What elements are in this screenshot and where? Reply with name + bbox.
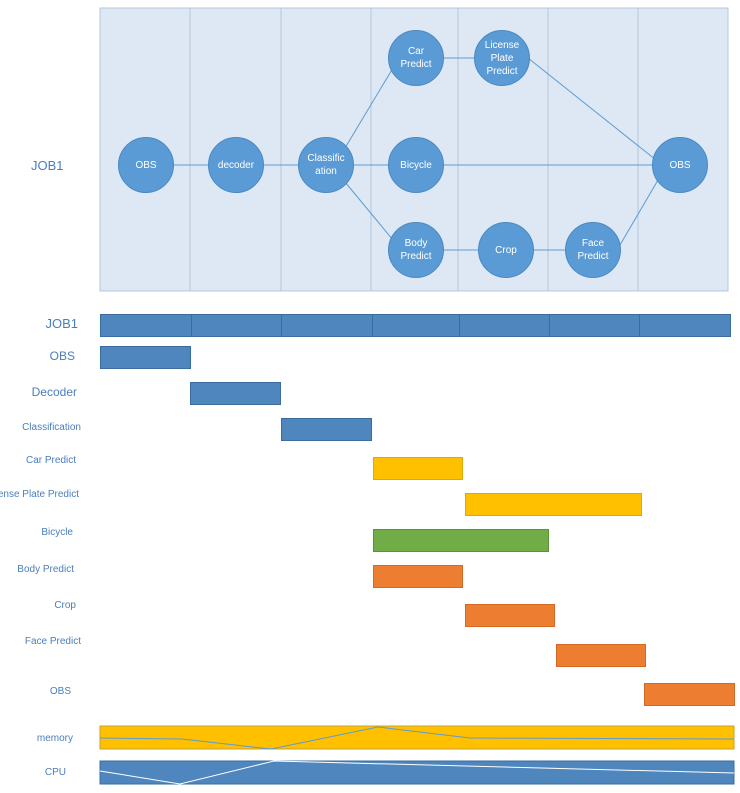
row-label-decoder: Decoder	[31, 385, 77, 399]
bar-decoder	[190, 382, 281, 405]
flow-edges	[174, 57, 659, 251]
bar-job1-tick	[281, 315, 282, 336]
bar-job1-tick	[191, 315, 192, 336]
node-obs-output-label: OBS	[669, 159, 691, 171]
bar-body-predict	[373, 565, 463, 588]
bar-bicycle	[373, 529, 549, 552]
node-bicycle-label: Bicycle	[400, 159, 432, 171]
edge-face-obs	[619, 179, 659, 246]
edge-license-obs	[527, 57, 657, 161]
node-obs-input-label: OBS	[135, 159, 157, 171]
node-car-predict: Car Predict	[388, 30, 444, 86]
bar-crop	[465, 604, 555, 627]
node-body-label-1: Body	[404, 238, 428, 249]
flow-job-label: JOB1	[31, 158, 64, 173]
row-label-body-predict: Body Predict	[17, 564, 74, 575]
node-car-label-2: Predict	[400, 59, 432, 70]
edge-classification-car	[344, 67, 394, 149]
row-label-face-predict: Face Predict	[24, 636, 81, 647]
row-label-obs-end: OBS	[49, 686, 71, 697]
node-bicycle: Bicycle	[388, 137, 444, 193]
row-label-car-predict: Car Predict	[25, 455, 76, 466]
node-classification-label-1: Classific	[307, 153, 345, 164]
node-classification-label-2: ation	[315, 166, 337, 177]
row-label-obs: OBS	[49, 349, 75, 363]
row-label-crop: Crop	[54, 600, 76, 611]
bar-obs	[100, 346, 191, 369]
bar-classification	[281, 418, 372, 441]
bar-job1	[100, 314, 731, 337]
bar-job1-tick	[459, 315, 460, 336]
row-label-classification: Classification	[22, 422, 81, 433]
node-car-label-1: Car	[407, 46, 425, 57]
node-license-label-2: Plate	[490, 52, 514, 64]
node-license-plate-predict: License Plate Predict	[474, 30, 530, 86]
node-decoder-label: decoder	[217, 159, 255, 171]
node-decoder: decoder	[208, 137, 264, 193]
memory-usage-line	[99, 726, 735, 750]
node-face-predict: Face Predict	[565, 222, 621, 278]
cpu-usage-line	[99, 760, 735, 785]
edge-classification-body	[344, 181, 394, 241]
bar-job1-tick	[549, 315, 550, 336]
node-body-predict: Body Predict	[388, 222, 444, 278]
bar-car-predict	[373, 457, 463, 480]
node-license-label-1: License	[484, 39, 520, 51]
row-label-cpu: CPU	[44, 767, 66, 778]
bar-job1-tick	[639, 315, 640, 336]
row-label-bicycle: Bicycle	[41, 527, 73, 538]
node-crop: Crop	[478, 222, 534, 278]
row-label-memory: memory	[36, 733, 73, 744]
stage-dividers	[189, 8, 639, 291]
bar-job1-tick	[372, 315, 373, 336]
row-label-license-plate-predict: License Plate Predict	[0, 489, 79, 500]
node-obs-output: OBS	[652, 137, 708, 193]
bar-face-predict	[556, 644, 646, 667]
node-license-label-3: Predict	[486, 65, 518, 77]
node-face-label-2: Predict	[577, 251, 609, 262]
node-obs-input: OBS	[118, 137, 174, 193]
memory-bar	[99, 725, 735, 750]
bar-license-plate-predict	[465, 493, 642, 516]
row-label-job1: JOB1	[45, 316, 78, 331]
node-crop-label: Crop	[495, 244, 517, 256]
bar-obs-end	[644, 683, 735, 706]
node-face-label-1: Face	[581, 238, 605, 249]
node-classification: Classific ation	[298, 137, 354, 193]
node-body-label-2: Predict	[400, 251, 432, 262]
